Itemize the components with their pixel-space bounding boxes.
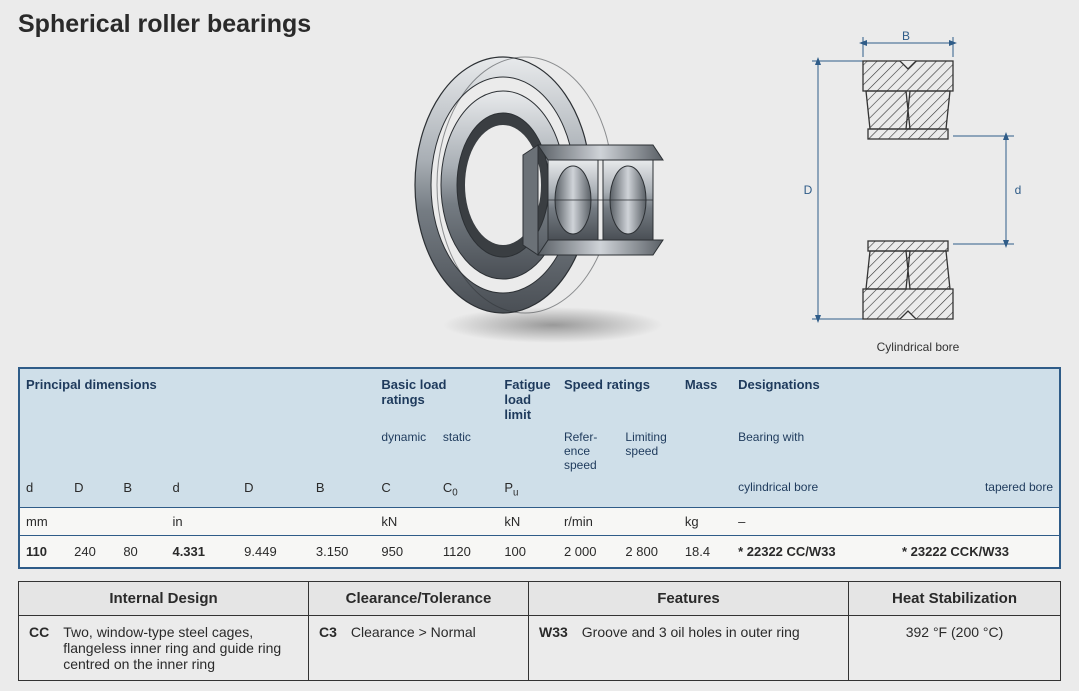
unit-mm: mm bbox=[19, 507, 166, 535]
dtd-clearance: C3 Clearance > Normal bbox=[309, 615, 529, 680]
cell-C0: 1120 bbox=[437, 535, 498, 568]
cell-D-in: 9.449 bbox=[238, 535, 310, 568]
unit-kN2: kN bbox=[498, 507, 558, 535]
hdr-cylbore: cylindrical bore bbox=[732, 476, 896, 507]
hdr-refspeed: Refer- ence speed bbox=[558, 426, 619, 476]
cross-section-drawing: B D d Cylindrical bore bbox=[788, 31, 1048, 354]
bearing-3d-illustration bbox=[408, 45, 688, 350]
cell-desig-tap: * 23222 CCK/W33 bbox=[896, 535, 1060, 568]
dth-heat: Heat Stabilization bbox=[849, 581, 1061, 615]
svg-text:D: D bbox=[804, 183, 813, 197]
cell-nlim: 2 800 bbox=[619, 535, 678, 568]
hdr-fatigue: Fatigue load limit bbox=[498, 368, 558, 426]
unit-kg: kg bbox=[679, 507, 732, 535]
hdr-desig: Designations bbox=[732, 368, 1060, 426]
hdr-principal: Principal dimensions bbox=[19, 368, 375, 426]
cell-d-in: 4.331 bbox=[166, 535, 238, 568]
sym-B-in: B bbox=[310, 476, 376, 507]
features-text: Groove and 3 oil holes in outer ring bbox=[582, 624, 800, 640]
hdr-static: static bbox=[437, 426, 498, 476]
unit-in: in bbox=[166, 507, 375, 535]
dth-internal: Internal Design bbox=[19, 581, 309, 615]
sym-C0: C0 bbox=[437, 476, 498, 507]
cell-nref: 2 000 bbox=[558, 535, 619, 568]
dtd-heat: 392 °F (200 °C) bbox=[849, 615, 1061, 680]
sym-D-in: D bbox=[238, 476, 310, 507]
sym-B-mm: B bbox=[117, 476, 166, 507]
features-code: W33 bbox=[539, 624, 574, 640]
unit-kN: kN bbox=[375, 507, 498, 535]
hero-row: B D d Cylindrical bore bbox=[18, 45, 1061, 367]
table-row: 110 240 80 4.331 9.449 3.150 950 1120 10… bbox=[19, 535, 1060, 568]
hdr-tapbore: tapered bore bbox=[896, 476, 1060, 507]
sym-d-in: d bbox=[166, 476, 238, 507]
internal-code: CC bbox=[29, 624, 55, 640]
dth-features: Features bbox=[529, 581, 849, 615]
sym-C: C bbox=[375, 476, 436, 507]
sym-Pu: Pu bbox=[498, 476, 558, 507]
hdr-limspeed: Limiting speed bbox=[619, 426, 678, 476]
cell-B-in: 3.150 bbox=[310, 535, 376, 568]
hdr-speed: Speed ratings bbox=[558, 368, 679, 426]
cell-D-mm: 240 bbox=[68, 535, 117, 568]
hdr-desig-note: Bearing with bbox=[732, 426, 896, 476]
dth-clearance: Clearance/Tolerance bbox=[309, 581, 529, 615]
hdr-dynamic: dynamic bbox=[375, 426, 436, 476]
cross-section-caption: Cylindrical bore bbox=[788, 340, 1048, 354]
cell-B-mm: 80 bbox=[117, 535, 166, 568]
hdr-mass: Mass bbox=[679, 368, 732, 426]
cell-d-mm: 110 bbox=[19, 535, 68, 568]
clearance-text: Clearance > Normal bbox=[351, 624, 476, 640]
cell-Pu: 100 bbox=[498, 535, 558, 568]
clearance-code: C3 bbox=[319, 624, 343, 640]
unit-rpm: r/min bbox=[558, 507, 679, 535]
spec-table: Principal dimensions Basic load ratings … bbox=[18, 367, 1061, 569]
hdr-basicload: Basic load ratings bbox=[375, 368, 498, 426]
sym-D-mm: D bbox=[68, 476, 117, 507]
sym-d-mm: d bbox=[19, 476, 68, 507]
cell-desig-cyl: * 22322 CC/W33 bbox=[732, 535, 896, 568]
cell-C: 950 bbox=[375, 535, 436, 568]
dtd-internal: CC Two, window-type steel cages, flangel… bbox=[19, 615, 309, 680]
cell-mass: 18.4 bbox=[679, 535, 732, 568]
svg-text:B: B bbox=[902, 31, 910, 43]
unit-dash: – bbox=[732, 507, 1060, 535]
internal-text: Two, window-type steel cages, flangeless… bbox=[63, 624, 298, 672]
detail-table: Internal Design Clearance/Tolerance Feat… bbox=[18, 581, 1061, 681]
dtd-features: W33 Groove and 3 oil holes in outer ring bbox=[529, 615, 849, 680]
svg-text:d: d bbox=[1015, 183, 1022, 197]
